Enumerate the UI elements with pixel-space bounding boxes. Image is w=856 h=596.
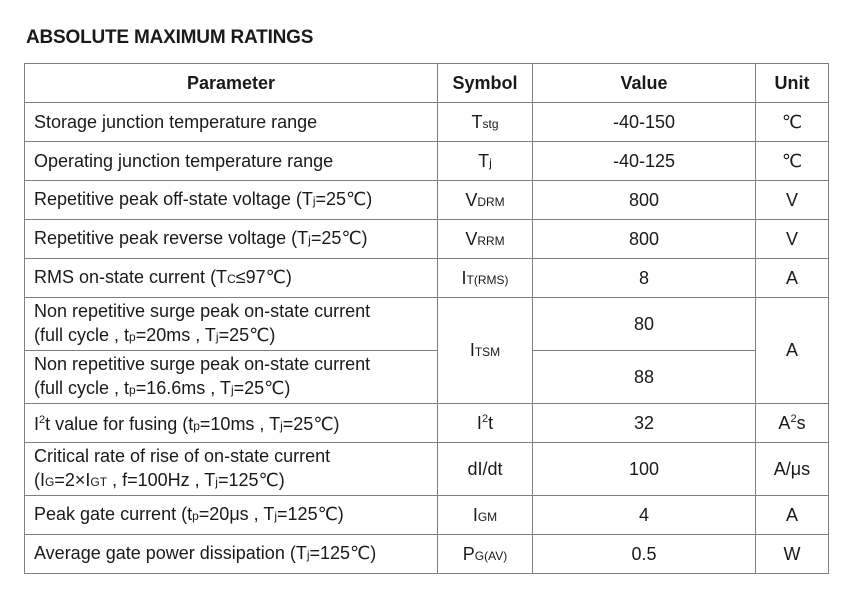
table-row: RMS on-state current (TC≤97℃) IT(RMS) 8 … xyxy=(24,258,829,298)
table-row: Repetitive peak reverse voltage (Tj=25℃)… xyxy=(24,219,829,259)
value-cell: 80 xyxy=(532,297,756,351)
param-cell: Peak gate current (tp=20μs , Tj=125℃) xyxy=(24,495,438,535)
unit-cell: W xyxy=(755,534,829,574)
param-cell: Operating junction temperature range xyxy=(24,141,438,181)
unit-cell: ℃ xyxy=(755,141,829,181)
symbol-cell: Tj xyxy=(437,141,533,181)
table-row: Peak gate current (tp=20μs , Tj=125℃) IG… xyxy=(24,495,829,535)
header-value: Value xyxy=(532,63,756,103)
param-cell: Critical rate of rise of on-state curren… xyxy=(24,442,438,496)
table-row: Non repetitive surge peak on-state curre… xyxy=(24,297,829,404)
param-cell: Non repetitive surge peak on-state curre… xyxy=(24,350,438,404)
ratings-table: Parameter Symbol Value Unit Storage junc… xyxy=(24,63,829,574)
unit-cell: V xyxy=(755,219,829,259)
symbol-cell: PG(AV) xyxy=(437,534,533,574)
symbol-cell: IT(RMS) xyxy=(437,258,533,298)
param-cell: Repetitive peak off-state voltage (Tj=25… xyxy=(24,180,438,220)
table-row: Repetitive peak off-state voltage (Tj=25… xyxy=(24,180,829,220)
unit-cell: A2s xyxy=(755,403,829,443)
value-cell: 8 xyxy=(532,258,756,298)
table-row: I2t value for fusing (tp=10ms , Tj=25℃) … xyxy=(24,403,829,443)
table-row: Critical rate of rise of on-state curren… xyxy=(24,442,829,496)
param-cell: I2t value for fusing (tp=10ms , Tj=25℃) xyxy=(24,403,438,443)
value-cell: 800 xyxy=(532,180,756,220)
value-cell: -40-150 xyxy=(532,102,756,142)
symbol-cell: VDRM xyxy=(437,180,533,220)
symbol-cell: IGM xyxy=(437,495,533,535)
symbol-cell: VRRM xyxy=(437,219,533,259)
unit-cell: ℃ xyxy=(755,102,829,142)
value-cell: 32 xyxy=(532,403,756,443)
unit-cell: V xyxy=(755,180,829,220)
unit-cell: A/μs xyxy=(755,442,829,496)
param-cell: Storage junction temperature range xyxy=(24,102,438,142)
param-cell: Repetitive peak reverse voltage (Tj=25℃) xyxy=(24,219,438,259)
unit-cell: A xyxy=(755,495,829,535)
header-parameter: Parameter xyxy=(24,63,438,103)
value-cell: 800 xyxy=(532,219,756,259)
param-cell: RMS on-state current (TC≤97℃) xyxy=(24,258,438,298)
symbol-cell: ITSM xyxy=(437,297,533,404)
symbol-cell: I2t xyxy=(437,403,533,443)
value-cell: 100 xyxy=(532,442,756,496)
header-unit: Unit xyxy=(755,63,829,103)
table-header-row: Parameter Symbol Value Unit xyxy=(24,63,829,103)
param-cell: Non repetitive surge peak on-state curre… xyxy=(24,297,438,351)
header-symbol: Symbol xyxy=(437,63,533,103)
value-cell: 0.5 xyxy=(532,534,756,574)
table-row: Non repetitive surge peak on-state curre… xyxy=(24,350,829,404)
value-cell: 4 xyxy=(532,495,756,535)
unit-cell: A xyxy=(755,297,829,404)
section-title: ABSOLUTE MAXIMUM RATINGS xyxy=(26,27,314,48)
symbol-cell: dI/dt xyxy=(437,442,533,496)
unit-cell: A xyxy=(755,258,829,298)
value-cell: -40-125 xyxy=(532,141,756,181)
symbol-cell: Tstg xyxy=(437,102,533,142)
param-cell: Average gate power dissipation (Tj=125℃) xyxy=(24,534,438,574)
table-row: Average gate power dissipation (Tj=125℃)… xyxy=(24,534,829,574)
value-cell: 88 xyxy=(532,350,756,404)
table-row: Storage junction temperature range Tstg … xyxy=(24,102,829,142)
table-row: Operating junction temperature range Tj … xyxy=(24,141,829,181)
